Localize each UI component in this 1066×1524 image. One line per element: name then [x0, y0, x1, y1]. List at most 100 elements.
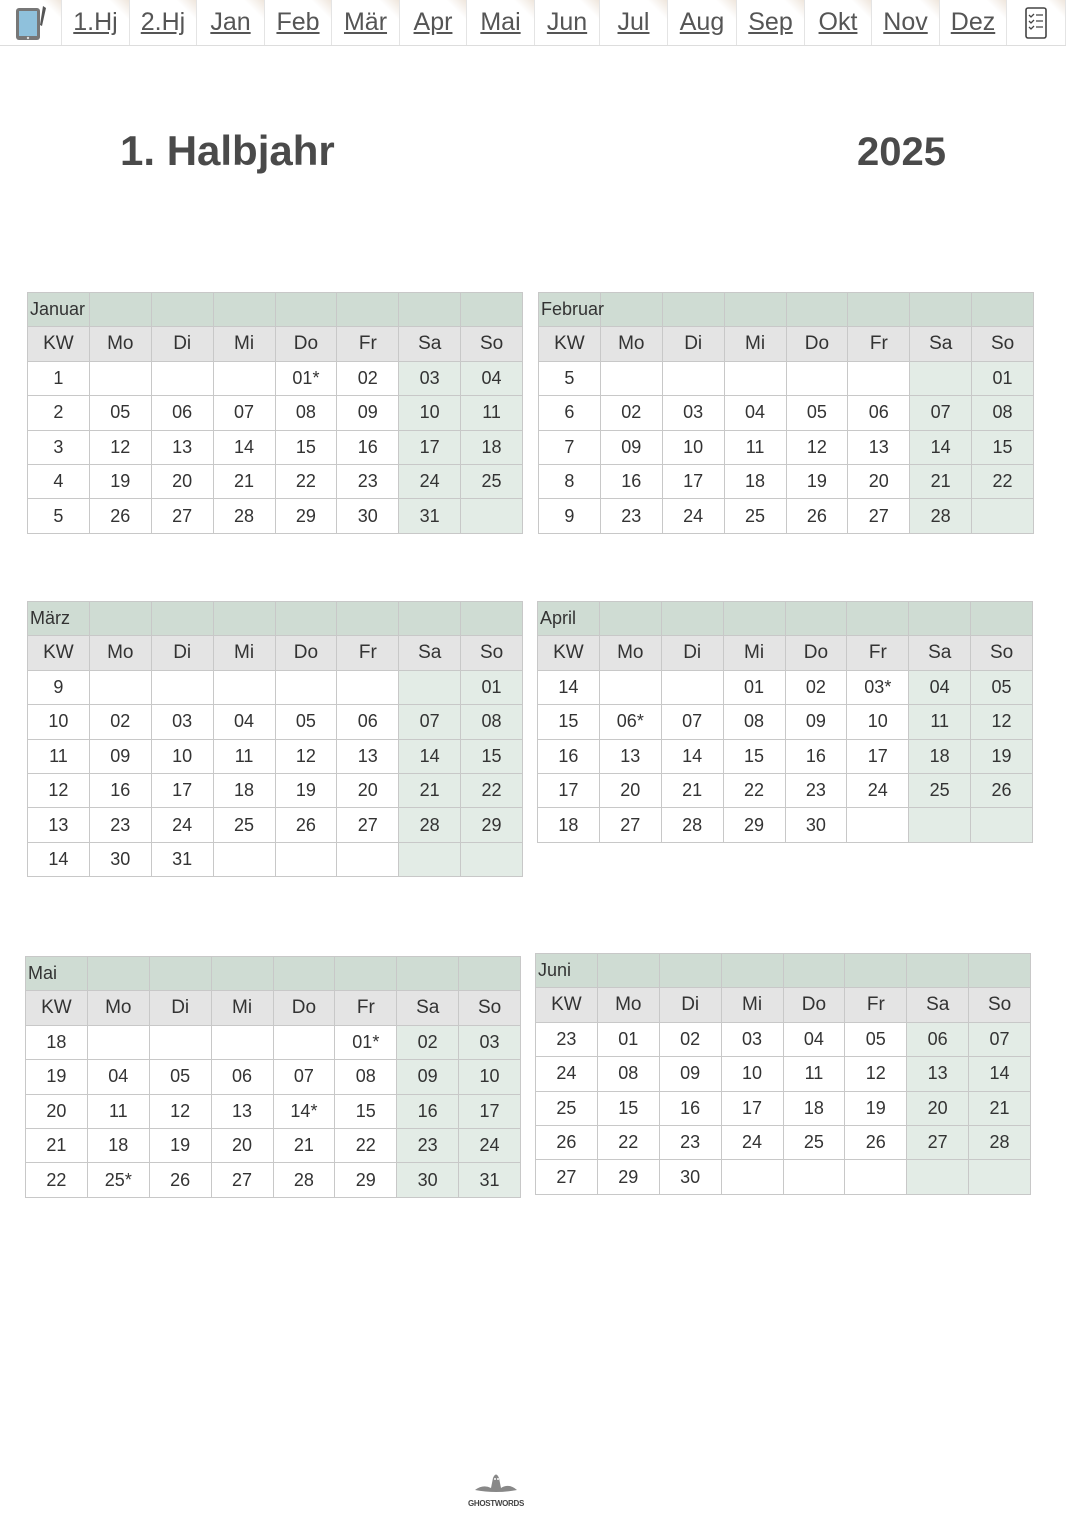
- nav-link-aug[interactable]: Aug: [668, 0, 737, 45]
- nav-link-apr[interactable]: Apr: [400, 0, 467, 45]
- day-cell[interactable]: 28: [909, 498, 973, 534]
- nav-link-jul[interactable]: Jul: [600, 0, 668, 45]
- day-cell[interactable]: 29: [460, 807, 523, 843]
- nav-link-sep[interactable]: Sep: [737, 0, 805, 45]
- day-cell[interactable]: 19: [274, 772, 338, 809]
- day-cell[interactable]: 21: [909, 463, 973, 500]
- day-cell[interactable]: 23: [336, 463, 400, 500]
- day-cell[interactable]: 07: [660, 704, 724, 740]
- day-cell[interactable]: 22: [596, 1124, 660, 1161]
- day-cell[interactable]: 28: [968, 1124, 1031, 1161]
- day-cell[interactable]: 09: [784, 704, 848, 740]
- day-cell[interactable]: 21: [660, 772, 724, 809]
- day-cell[interactable]: 12: [148, 1093, 212, 1129]
- day-cell[interactable]: 10: [398, 395, 462, 431]
- day-cell[interactable]: 10: [661, 429, 725, 465]
- day-cell[interactable]: 19: [88, 463, 152, 500]
- day-cell[interactable]: 15: [274, 429, 338, 465]
- day-cell[interactable]: 28: [660, 807, 724, 843]
- day-cell[interactable]: 26: [970, 772, 1033, 809]
- day-cell[interactable]: 16: [336, 429, 400, 465]
- day-cell[interactable]: 17: [398, 429, 462, 465]
- day-cell[interactable]: 04: [460, 360, 523, 397]
- day-cell[interactable]: 10: [458, 1059, 521, 1095]
- nav-link-feb[interactable]: Feb: [265, 0, 332, 45]
- day-cell[interactable]: 30: [88, 841, 152, 878]
- day-cell[interactable]: 12: [88, 429, 152, 465]
- day-cell[interactable]: 09: [658, 1056, 722, 1092]
- day-cell[interactable]: 02: [88, 704, 152, 740]
- day-cell[interactable]: 23: [658, 1124, 722, 1161]
- day-cell[interactable]: 09: [336, 395, 400, 431]
- day-cell[interactable]: 15: [971, 429, 1034, 465]
- day-cell[interactable]: 03*: [846, 669, 910, 706]
- day-cell[interactable]: 18: [723, 463, 787, 500]
- day-cell[interactable]: 27: [906, 1124, 970, 1161]
- day-cell[interactable]: 21: [272, 1127, 336, 1164]
- day-cell[interactable]: 21: [212, 463, 276, 500]
- day-cell[interactable]: 08: [971, 395, 1034, 431]
- day-cell[interactable]: 19: [970, 738, 1033, 774]
- day-cell[interactable]: 14: [398, 738, 462, 774]
- day-cell[interactable]: 22: [274, 463, 338, 500]
- day-cell[interactable]: 24: [150, 807, 214, 843]
- day-cell[interactable]: 25: [460, 463, 523, 500]
- day-cell[interactable]: 19: [785, 463, 849, 500]
- day-cell[interactable]: 08: [460, 704, 523, 740]
- day-cell[interactable]: 26: [785, 498, 849, 534]
- day-cell[interactable]: 15: [460, 738, 523, 774]
- day-cell[interactable]: 08: [596, 1056, 660, 1092]
- day-cell[interactable]: 04: [86, 1059, 150, 1095]
- day-cell[interactable]: 16: [658, 1090, 722, 1126]
- day-cell[interactable]: 01*: [334, 1024, 398, 1061]
- day-cell[interactable]: 30: [658, 1159, 722, 1195]
- day-cell[interactable]: 11: [460, 395, 523, 431]
- day-cell[interactable]: 17: [846, 738, 910, 774]
- day-cell[interactable]: 14: [212, 429, 276, 465]
- day-cell[interactable]: 29: [334, 1162, 398, 1198]
- day-cell[interactable]: 03: [458, 1024, 521, 1061]
- day-cell[interactable]: 07: [398, 704, 462, 740]
- day-cell[interactable]: 13: [847, 429, 911, 465]
- day-cell[interactable]: 02: [658, 1021, 722, 1058]
- nav-link-1hj[interactable]: 1.Hj: [62, 0, 130, 45]
- day-cell[interactable]: 20: [150, 463, 214, 500]
- day-cell[interactable]: 10: [720, 1056, 784, 1092]
- nav-link-mai[interactable]: Mai: [467, 0, 535, 45]
- day-cell[interactable]: 22: [971, 463, 1034, 500]
- day-cell[interactable]: 15: [722, 738, 786, 774]
- day-cell[interactable]: 30: [396, 1162, 460, 1198]
- day-cell[interactable]: 11: [212, 738, 276, 774]
- day-cell[interactable]: 01: [722, 669, 786, 706]
- day-cell[interactable]: 03: [398, 360, 462, 397]
- day-cell[interactable]: 29: [274, 498, 338, 534]
- day-cell[interactable]: 13: [598, 738, 662, 774]
- day-cell[interactable]: 13: [336, 738, 400, 774]
- day-cell[interactable]: 18: [908, 738, 972, 774]
- day-cell[interactable]: 25: [782, 1124, 846, 1161]
- day-cell[interactable]: 11: [723, 429, 787, 465]
- day-cell[interactable]: 14: [660, 738, 724, 774]
- day-cell[interactable]: 02: [336, 360, 400, 397]
- day-cell[interactable]: 01: [971, 360, 1034, 397]
- day-cell[interactable]: 27: [336, 807, 400, 843]
- day-cell[interactable]: 05: [274, 704, 338, 740]
- day-cell[interactable]: 05: [88, 395, 152, 431]
- day-cell[interactable]: 22: [334, 1127, 398, 1164]
- day-cell[interactable]: 14: [968, 1056, 1031, 1092]
- day-cell[interactable]: 11: [782, 1056, 846, 1092]
- day-cell[interactable]: 01: [460, 669, 523, 706]
- nav-link-okt[interactable]: Okt: [805, 0, 872, 45]
- day-cell[interactable]: 11: [86, 1093, 150, 1129]
- day-cell[interactable]: 03: [661, 395, 725, 431]
- day-cell[interactable]: 08: [722, 704, 786, 740]
- day-cell[interactable]: 12: [844, 1056, 908, 1092]
- day-cell[interactable]: 20: [906, 1090, 970, 1126]
- day-cell[interactable]: 31: [398, 498, 462, 534]
- day-cell[interactable]: 27: [598, 807, 662, 843]
- day-cell[interactable]: 24: [398, 463, 462, 500]
- day-cell[interactable]: 20: [210, 1127, 274, 1164]
- day-cell[interactable]: 24: [846, 772, 910, 809]
- nav-link-jun[interactable]: Jun: [535, 0, 600, 45]
- day-cell[interactable]: 24: [458, 1127, 521, 1164]
